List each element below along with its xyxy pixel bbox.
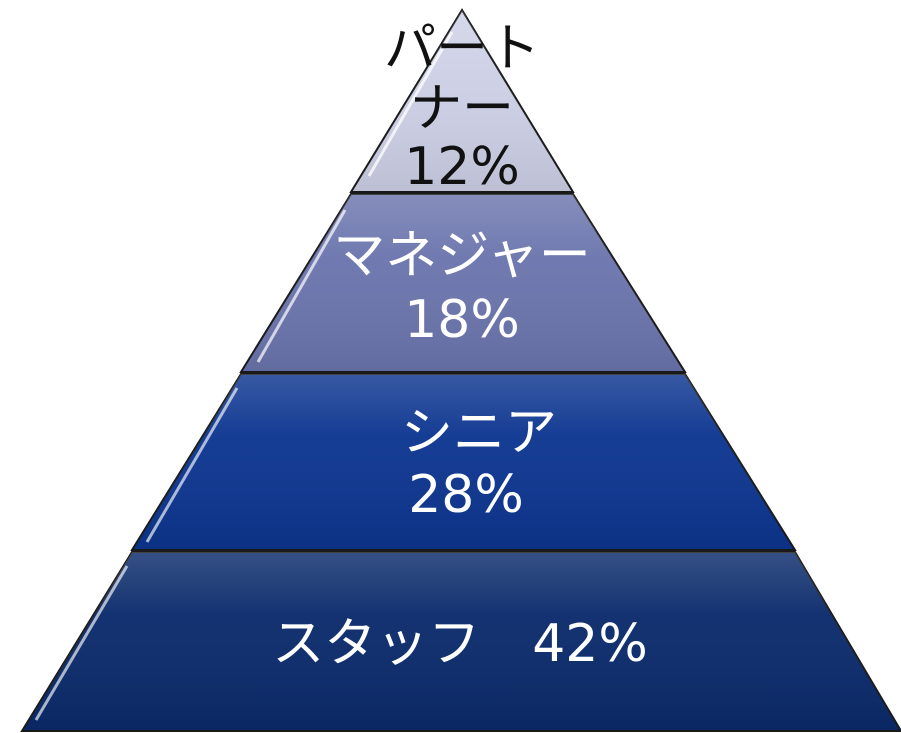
tier-partner-highlight xyxy=(367,31,454,177)
tier-staff-label: スタッフ 42% xyxy=(272,614,648,674)
tier-senior-highlight xyxy=(145,387,239,543)
tier-partner: パート ナー 12% xyxy=(349,8,575,197)
tier-senior-label: シニア xyxy=(401,403,557,463)
tier-staff-highlight xyxy=(34,565,129,721)
tier-manager-label: マネジャー xyxy=(333,226,590,286)
tier-manager-percent: 18% xyxy=(404,290,520,350)
tier-staff: スタッフ 42% xyxy=(20,551,901,732)
tier-senior-percent: 28% xyxy=(408,465,524,525)
tier-manager-highlight xyxy=(256,209,347,363)
tier-manager: マネジャー 18% xyxy=(239,193,687,373)
tier-partner-label: ナー xyxy=(410,79,514,139)
tier-partner-percent: 12% xyxy=(404,137,520,197)
tier-partner-label: パート xyxy=(384,19,540,79)
tier-senior: シニア 28% xyxy=(130,373,797,551)
